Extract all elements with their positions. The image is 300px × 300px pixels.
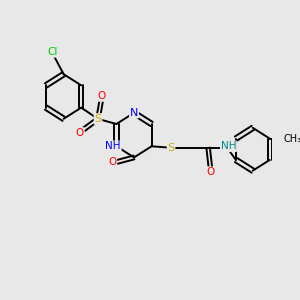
Text: O: O [206, 167, 214, 177]
Text: N: N [130, 108, 138, 118]
Text: O: O [76, 128, 84, 138]
Text: O: O [108, 157, 116, 167]
Text: NH: NH [105, 141, 121, 151]
Text: Cl: Cl [48, 47, 58, 57]
Text: NH: NH [221, 141, 236, 151]
Text: CH₃: CH₃ [284, 134, 300, 144]
Text: O: O [97, 91, 105, 101]
Text: S: S [167, 143, 175, 153]
Text: S: S [94, 114, 102, 124]
